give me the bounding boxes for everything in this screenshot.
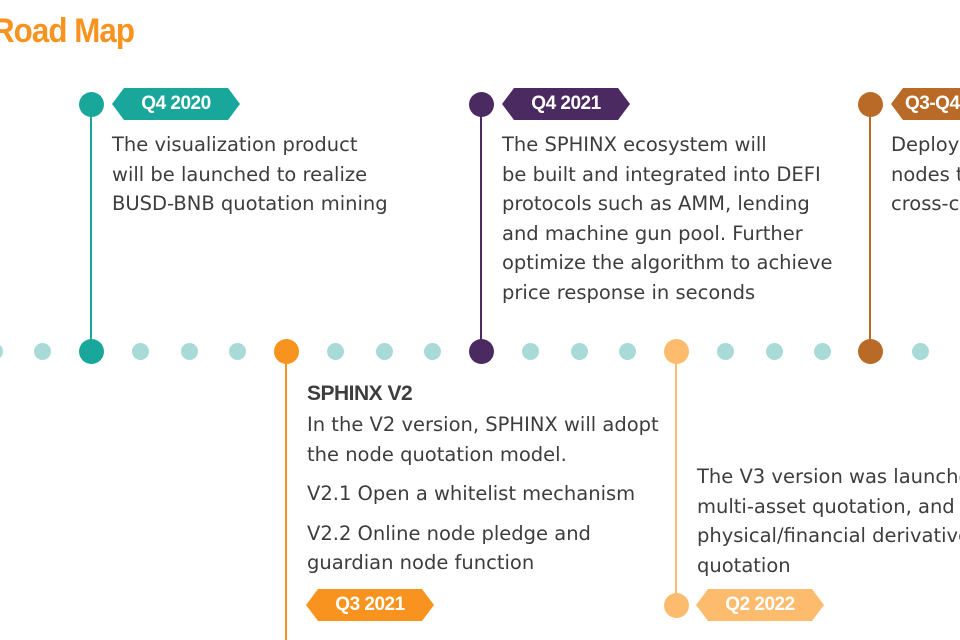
- description-line: optimize the algorithm to achieve: [502, 251, 833, 274]
- heading-sphinx-v2: SPHINX V2: [307, 382, 413, 405]
- description-line: guardian node function: [307, 551, 535, 574]
- description-line: BUSD-BNB quotation mining: [112, 192, 388, 215]
- timeline-dot: [521, 342, 539, 360]
- timeline-dot: [326, 342, 344, 360]
- description-line: and machine gun pool. Further: [502, 221, 803, 245]
- description-line: The SPHINX ecosystem will: [502, 133, 767, 156]
- marker-dot-q2-2022-bottom: [663, 592, 689, 618]
- description-line: Deploy: [891, 133, 960, 156]
- timeline-dot: [765, 342, 783, 360]
- timeline-dot: [911, 342, 929, 360]
- description-line: In the V2 version, SPHINX will adopt: [307, 413, 659, 436]
- description-line: The visualization product: [112, 133, 358, 156]
- timeline-dot-q4-2020: [78, 338, 104, 364]
- timeline-dot: [814, 342, 832, 360]
- timeline-dot: [570, 342, 588, 360]
- description-line: multi-asset quotation, and i: [697, 494, 960, 518]
- marker-dot-q4-2021-top: [468, 91, 494, 117]
- timeline-dot-q4-2021: [468, 338, 494, 364]
- timeline-dot: [716, 342, 734, 360]
- timeline-dot: [131, 342, 149, 360]
- timeline-dot: [619, 342, 637, 360]
- description-q3-q4: Deploy nodes t cross-c: [891, 130, 960, 219]
- description-point-v2-1: V2.1 Open a whitelist mechanism: [307, 482, 636, 505]
- description-q4-2020: The visualization product will be launch…: [112, 130, 388, 219]
- description-line: will be launched to realize: [112, 162, 368, 186]
- description-line: cross-c: [891, 192, 960, 215]
- connector-q3-2021: [285, 351, 287, 640]
- description-point-v2-2: V2.2 Online node pledge and: [307, 521, 591, 545]
- description-q4-2021: The SPHINX ecosystem will be built and i…: [502, 130, 832, 307]
- timeline-dot: [424, 342, 442, 360]
- connector-q2-2022: [675, 351, 677, 605]
- tag-q4-2021: Q4 2021: [502, 88, 630, 120]
- description-line: physical/financial derivative: [697, 524, 960, 547]
- timeline-dot: [0, 342, 3, 360]
- description-line: price response in seconds: [502, 280, 756, 304]
- timeline-dot-q3-q4: [857, 338, 883, 364]
- timeline-dot: [180, 342, 198, 360]
- timeline-dot-q2-2022: [663, 338, 689, 364]
- timeline-dot-q3-2021: [273, 338, 299, 364]
- description-line: the node quotation model.: [307, 442, 567, 466]
- description-line: be built and integrated into DEFI: [502, 162, 821, 186]
- timeline-dot: [375, 342, 393, 360]
- description-line: nodes t: [891, 162, 960, 186]
- description-line: quotation: [697, 553, 791, 577]
- marker-dot-q3-q4-top: [857, 91, 883, 117]
- description-q3-2021: In the V2 version, SPHINX will adopt the…: [307, 410, 659, 578]
- description-line: The V3 version was launche: [697, 465, 960, 488]
- tag-q3-2021: Q3 2021: [306, 589, 434, 621]
- connector-q4-2020: [90, 104, 92, 351]
- tag-q4-2020: Q4 2020: [112, 88, 240, 120]
- timeline-dot: [34, 342, 52, 360]
- tag-q2-2022: Q2 2022: [696, 589, 824, 621]
- timeline-dot: [229, 342, 247, 360]
- marker-dot-q4-2020-top: [78, 91, 104, 117]
- page-title: Road Map: [0, 12, 135, 50]
- connector-q3-q4: [869, 104, 871, 351]
- description-q2-2022: The V3 version was launche multi-asset q…: [697, 462, 960, 580]
- tag-q3-q4: Q3-Q4: [891, 88, 960, 120]
- description-line: protocols such as AMM, lending: [502, 192, 810, 215]
- connector-q4-2021: [480, 104, 482, 351]
